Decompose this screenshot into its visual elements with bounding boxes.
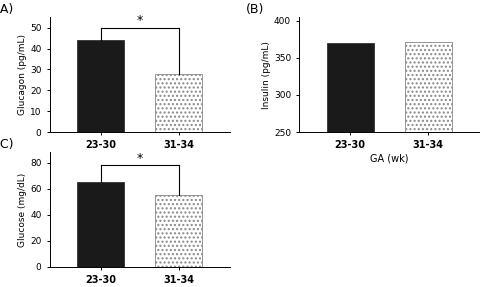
Bar [327, 43, 374, 132]
Bar [77, 40, 124, 132]
X-axis label: GA (wk): GA (wk) [120, 153, 159, 163]
X-axis label: GA (wk): GA (wk) [370, 153, 409, 163]
Text: (C): (C) [0, 138, 14, 151]
Y-axis label: Insulin (pg/mL): Insulin (pg/mL) [262, 41, 271, 108]
Text: (B): (B) [246, 3, 264, 16]
Text: *: * [137, 13, 143, 27]
Text: *: * [137, 152, 143, 164]
Bar [155, 73, 202, 132]
Y-axis label: Glucose (mg/dL): Glucose (mg/dL) [18, 172, 27, 247]
Y-axis label: Glucagon (pg/mL): Glucagon (pg/mL) [18, 34, 27, 115]
Text: (A): (A) [0, 3, 14, 16]
Bar [405, 42, 452, 132]
Bar [155, 195, 202, 267]
Bar [77, 182, 124, 267]
